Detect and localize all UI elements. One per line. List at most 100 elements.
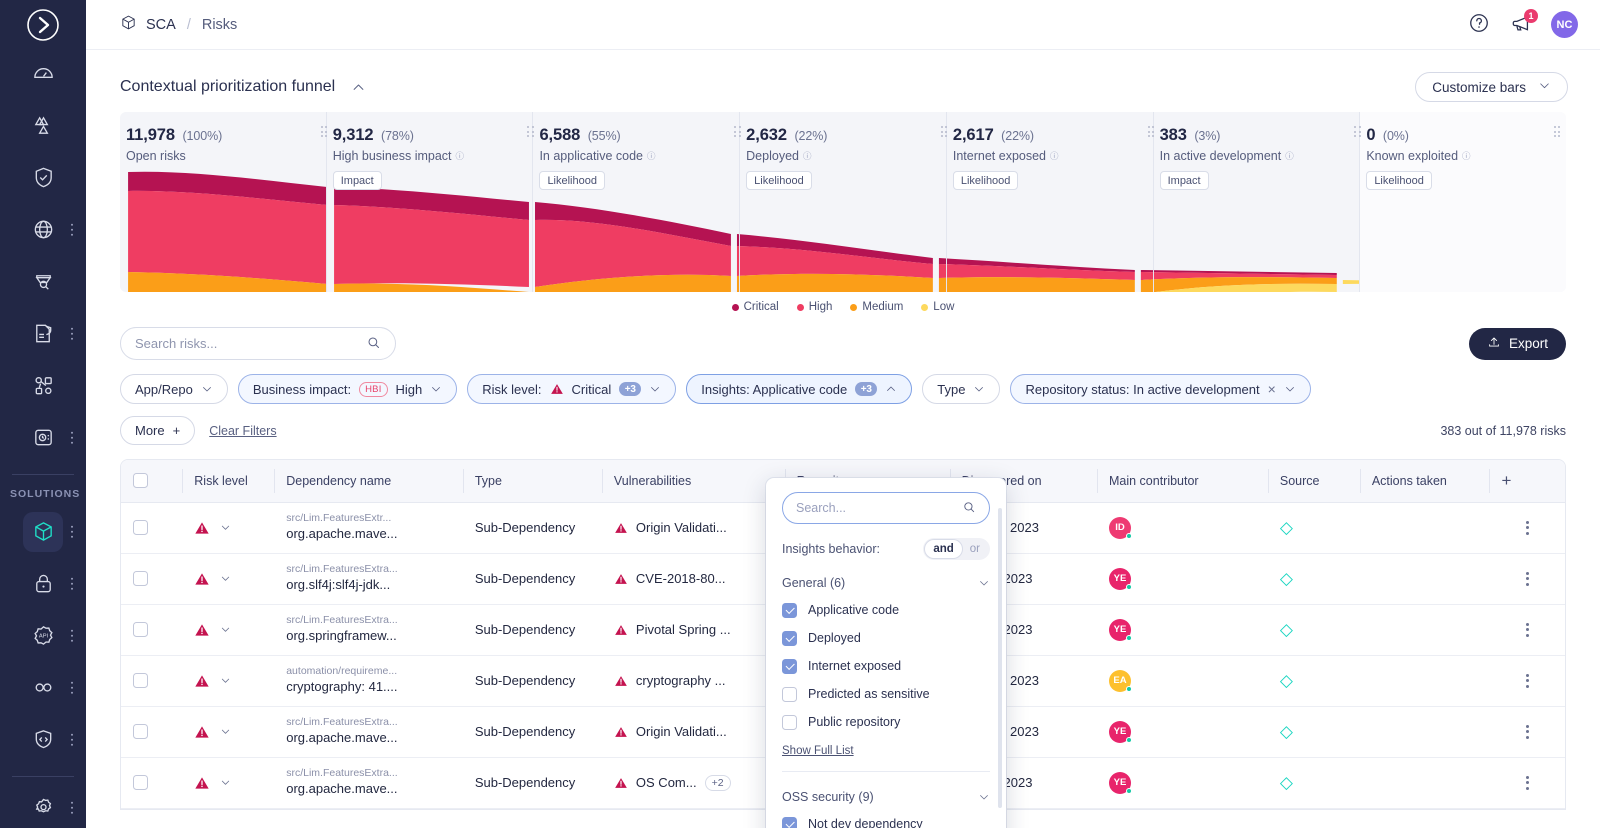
avatar[interactable]: ID <box>1108 516 1132 539</box>
dropdown-scrollbar[interactable] <box>998 508 1002 808</box>
column-vulnerabilities[interactable]: Vulnerabilities <box>601 460 785 503</box>
insight-option-internet-exposed[interactable]: Internet exposed <box>766 652 1006 680</box>
row-menu-icon[interactable] <box>1501 775 1553 790</box>
search-input[interactable] <box>135 336 366 351</box>
drag-handle-icon[interactable] <box>940 126 948 137</box>
sidebar-more-dots[interactable] <box>70 629 73 643</box>
sidebar-item-dashboard[interactable] <box>0 52 86 96</box>
chevron-up-icon[interactable] <box>349 78 367 96</box>
column-dependency-name[interactable]: Dependency name <box>274 460 463 503</box>
sidebar-item-settings[interactable] <box>0 788 86 828</box>
sidebar-item-discovery[interactable] <box>0 260 86 304</box>
table-row[interactable]: src/Lim.FeaturesExtra... org.slf4j:slf4j… <box>121 553 1565 605</box>
avatar[interactable]: YE <box>1108 720 1132 743</box>
row-menu-cell[interactable] <box>1489 502 1565 554</box>
avatar[interactable]: NC <box>1551 11 1578 38</box>
row-checkbox[interactable] <box>133 724 148 739</box>
add-column-button[interactable]: + <box>1489 460 1565 503</box>
checkbox[interactable] <box>782 630 797 646</box>
filter-app-repo[interactable]: App/Repo <box>120 374 228 404</box>
column-source[interactable]: Source <box>1267 460 1360 503</box>
column-risk-level[interactable]: Risk level <box>182 460 275 503</box>
avatar[interactable]: YE <box>1108 618 1132 641</box>
row-menu-cell[interactable] <box>1489 655 1565 707</box>
checkbox[interactable] <box>782 686 797 702</box>
show-full-list-link[interactable]: Show Full List <box>782 745 854 757</box>
row-menu-icon[interactable] <box>1501 622 1553 637</box>
info-icon[interactable]: ⓘ <box>455 151 465 161</box>
info-icon[interactable]: ⓘ <box>1285 151 1294 161</box>
drag-handle-icon[interactable] <box>1354 126 1361 137</box>
column-type[interactable]: Type <box>462 460 602 503</box>
search-risks-box[interactable] <box>120 327 396 360</box>
sidebar-item-infinity[interactable] <box>0 666 86 710</box>
insights-dropdown-panel[interactable]: Insights behavior: and or General (6) Ap… <box>766 478 1006 828</box>
info-icon[interactable]: ⓘ <box>1050 151 1059 161</box>
select-all-header[interactable] <box>121 460 183 503</box>
row-checkbox[interactable] <box>133 775 148 790</box>
dropdown-search-input[interactable] <box>796 501 962 515</box>
insight-option-not-dev-dependency[interactable]: Not dev dependency <box>766 810 1006 828</box>
vulnerability-overflow-badge[interactable]: +2 <box>704 774 731 791</box>
info-icon[interactable]: ⓘ <box>1462 151 1471 161</box>
filter-risk-level[interactable]: Risk level: Critical +3 <box>467 374 677 404</box>
avatar[interactable]: YE <box>1108 567 1132 590</box>
sidebar-more-dots[interactable] <box>70 431 73 445</box>
and-or-toggle[interactable]: and or <box>923 538 990 560</box>
row-menu-cell[interactable] <box>1489 604 1565 656</box>
row-checkbox[interactable] <box>133 673 148 688</box>
row-menu-cell[interactable] <box>1489 757 1565 809</box>
drag-handle-icon[interactable] <box>734 126 741 137</box>
info-icon[interactable]: ⓘ <box>646 151 656 161</box>
row-select-cell[interactable] <box>121 604 183 656</box>
row-checkbox[interactable] <box>133 622 148 637</box>
drag-handle-icon[interactable] <box>320 126 328 137</box>
filter-insights[interactable]: Insights: Applicative code +3 <box>686 374 913 404</box>
export-button[interactable]: Export <box>1468 327 1566 360</box>
row-select-cell[interactable] <box>121 553 183 605</box>
insights-group-oss-security[interactable]: OSS security (9) <box>766 772 1006 810</box>
breadcrumb-root[interactable]: SCA <box>146 16 176 33</box>
toggle-option-or[interactable]: or <box>969 543 980 555</box>
sidebar-item-api[interactable]: API <box>0 614 86 658</box>
avatar[interactable]: YE <box>1108 771 1132 794</box>
sidebar-more-dots[interactable] <box>70 525 73 539</box>
sidebar-item-secrets[interactable] <box>0 562 86 606</box>
table-row[interactable]: src/Lim.FeaturesExtra... org.apache.mave… <box>121 706 1565 758</box>
row-checkbox[interactable] <box>133 571 148 586</box>
filter-repository-status[interactable]: Repository status: In active development… <box>1010 374 1311 404</box>
select-all-checkbox[interactable] <box>133 473 148 489</box>
sidebar-item-protection[interactable] <box>0 156 86 200</box>
customize-bars-button[interactable]: Customize bars <box>1415 72 1568 102</box>
row-select-cell[interactable] <box>121 655 183 707</box>
drag-handle-icon[interactable] <box>527 126 534 137</box>
app-logo[interactable] <box>21 8 65 42</box>
sidebar-more-dots[interactable] <box>70 327 73 341</box>
sidebar-item-sca[interactable] <box>0 510 86 554</box>
sidebar-item-sast[interactable] <box>0 718 86 762</box>
sidebar-more-dots[interactable] <box>70 681 73 695</box>
checkbox[interactable] <box>782 658 797 674</box>
insight-option-applicative-code[interactable]: Applicative code <box>766 596 1006 624</box>
row-menu-icon[interactable] <box>1501 571 1553 586</box>
insight-option-public-repository[interactable]: Public repository <box>766 708 1006 736</box>
row-menu-cell[interactable] <box>1489 553 1565 605</box>
table-row[interactable]: src/Lim.FeaturesExtr... org.apache.mave.… <box>121 502 1565 554</box>
avatar[interactable]: EA <box>1108 669 1132 692</box>
row-select-cell[interactable] <box>121 706 183 758</box>
sidebar-item-graph[interactable] <box>0 364 86 408</box>
row-menu-icon[interactable] <box>1501 520 1553 535</box>
filter-type[interactable]: Type <box>922 374 1001 404</box>
sidebar-more-dots[interactable] <box>70 577 73 591</box>
checkbox[interactable] <box>782 816 797 828</box>
sidebar-more-dots[interactable] <box>70 733 73 747</box>
row-select-cell[interactable] <box>121 757 183 809</box>
checkbox[interactable] <box>782 602 797 618</box>
sidebar-more-dots[interactable] <box>70 223 73 237</box>
drag-handle-icon[interactable] <box>1553 126 1561 137</box>
sidebar-item-reports[interactable] <box>0 416 86 460</box>
sidebar-item-policies[interactable] <box>0 312 86 356</box>
row-menu-cell[interactable] <box>1489 706 1565 758</box>
filter-business-impact[interactable]: Business impact: HBI High <box>237 374 458 404</box>
toggle-option-and[interactable]: and <box>925 540 962 558</box>
